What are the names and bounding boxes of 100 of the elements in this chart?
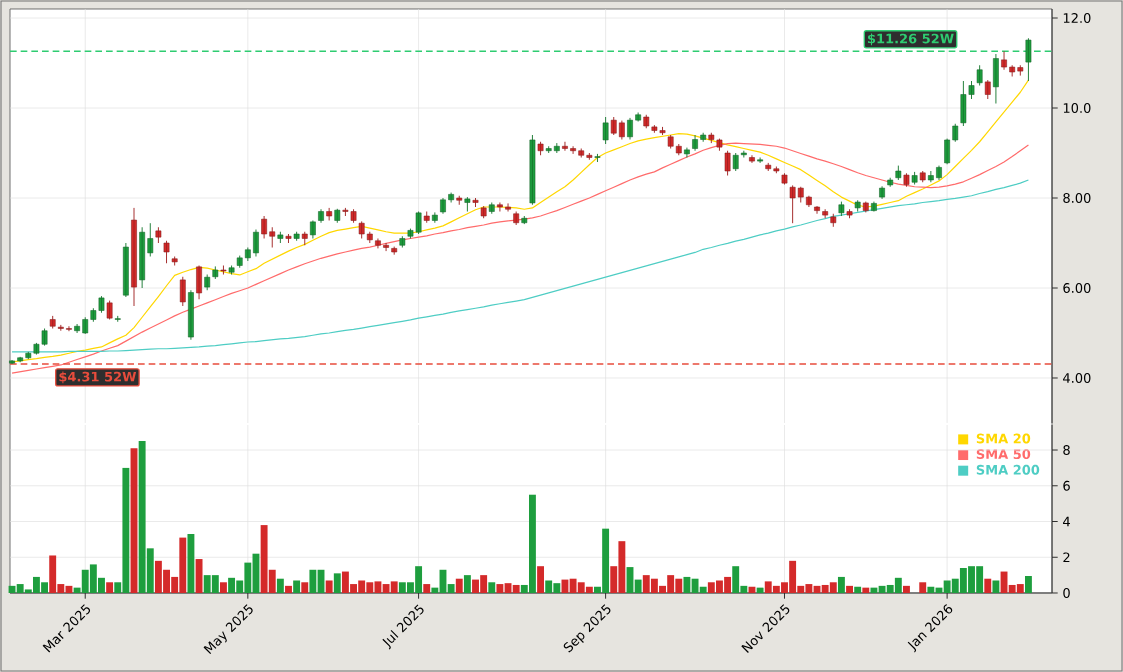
candlestick [846, 208, 853, 219]
candlestick [488, 202, 495, 215]
candlestick [391, 246, 398, 256]
candlestick [163, 240, 170, 264]
candlestick [220, 265, 227, 275]
bar [927, 586, 935, 593]
bar [496, 584, 504, 593]
candlestick [586, 152, 593, 161]
candlestick [700, 132, 707, 143]
candlestick [740, 150, 747, 158]
candlestick [757, 157, 763, 164]
candlestick [822, 208, 829, 219]
candlestick [594, 153, 601, 163]
y-tick-label: 8.00 [1063, 193, 1091, 203]
bar [285, 585, 292, 593]
candlestick [277, 231, 284, 244]
y-tick-label: 10.0 [1063, 103, 1091, 113]
candlestick [1009, 64, 1016, 77]
candlestick [171, 256, 178, 266]
y-tick-label: 6 [1063, 480, 1070, 491]
candlestick [537, 141, 544, 156]
bar [854, 586, 862, 593]
bar [455, 578, 463, 593]
bar [837, 576, 845, 593]
bar [301, 582, 309, 593]
bar [634, 579, 642, 593]
y-tick-label: 4.00 [1063, 373, 1091, 383]
candlestick [610, 116, 617, 136]
candlestick [838, 201, 845, 217]
candlestick [204, 274, 211, 291]
candlestick [49, 315, 56, 329]
candlestick [667, 134, 674, 149]
legend-label: SMA 50 [976, 449, 1031, 460]
bar [862, 587, 870, 593]
candlestick [301, 231, 308, 246]
candlestick [684, 147, 690, 158]
candlestick [781, 172, 788, 185]
bar [447, 584, 455, 593]
candlestick [423, 211, 430, 224]
candlestick [358, 220, 365, 239]
candlestick [472, 197, 479, 208]
bar [463, 575, 471, 593]
candlestick [789, 184, 796, 224]
candlestick [513, 211, 520, 226]
y-tick-label: 12.0 [1063, 13, 1091, 23]
candlestick [911, 171, 918, 185]
candlestick [529, 134, 536, 206]
bar [903, 585, 910, 593]
candlestick [179, 276, 186, 307]
candlestick [984, 79, 991, 100]
candlestick [57, 324, 64, 332]
candlestick [236, 255, 243, 269]
candlestick [456, 195, 463, 206]
candlestick [244, 247, 251, 262]
candlestick [976, 64, 983, 86]
candlestick [155, 226, 162, 244]
candlestick [675, 143, 682, 156]
candlestick [228, 265, 235, 275]
bar [195, 559, 203, 593]
bar [106, 582, 114, 593]
candlestick [578, 148, 585, 158]
bar [187, 534, 195, 593]
candlestick [919, 170, 926, 183]
bar [488, 582, 496, 593]
candlestick [399, 235, 406, 248]
candlestick [602, 116, 609, 145]
ref-line-label: $11.26 52W [867, 33, 954, 46]
bar [992, 580, 1000, 593]
candlestick [326, 207, 333, 221]
y-tick-label: 2 [1063, 552, 1070, 563]
bar [325, 580, 333, 593]
candlestick [830, 213, 837, 228]
candlestick [114, 315, 121, 323]
bar [333, 573, 341, 593]
ref-line-label: $4.31 52W [59, 371, 137, 384]
candlestick [285, 233, 292, 244]
candlestick [797, 186, 804, 203]
legend-label: SMA 20 [976, 433, 1031, 444]
candlestick [895, 165, 902, 181]
bar [846, 585, 853, 593]
bar [984, 578, 992, 593]
bar [512, 584, 520, 593]
bar [919, 582, 927, 593]
candlestick [1017, 64, 1024, 77]
y-tick-label: 4 [1063, 516, 1070, 527]
candlestick [106, 300, 113, 320]
candlestick [366, 231, 373, 244]
candlestick [269, 226, 276, 248]
bar [276, 578, 284, 593]
bar [756, 587, 764, 593]
bar [309, 569, 317, 593]
y-tick-label: 8 [1063, 445, 1070, 455]
candlestick [17, 356, 24, 363]
bar [870, 587, 878, 593]
candlestick [82, 316, 89, 335]
candlestick [545, 145, 552, 154]
candlestick [212, 265, 219, 280]
candlestick [952, 123, 959, 143]
bar [293, 580, 301, 593]
candlestick [732, 152, 739, 172]
